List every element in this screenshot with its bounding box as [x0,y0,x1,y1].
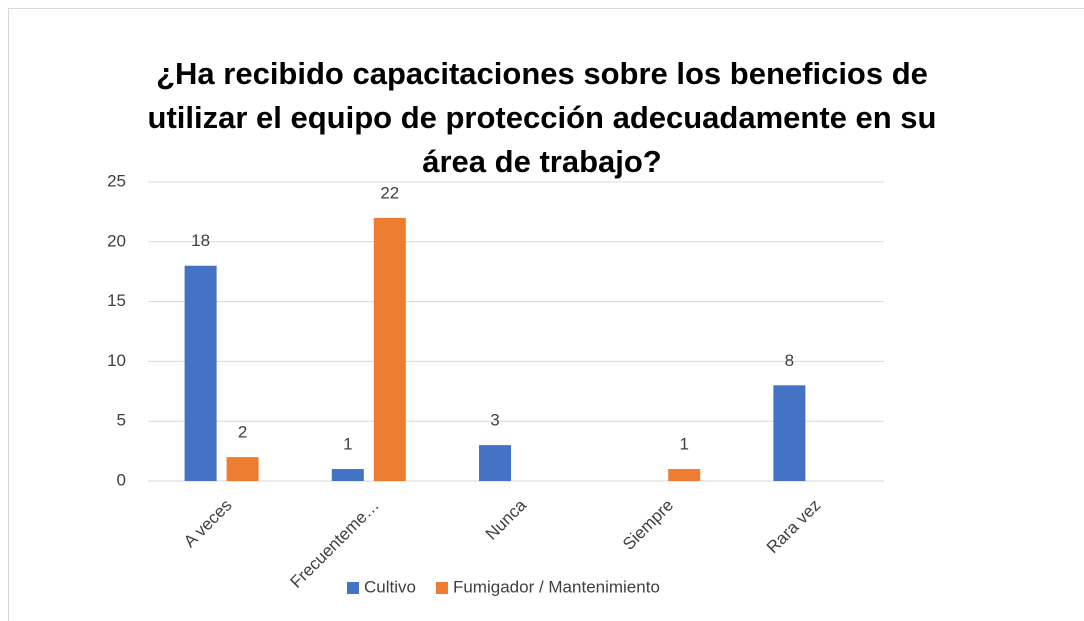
bar [226,457,259,481]
data-label: 2 [238,423,247,442]
bar [773,385,806,481]
chart-border [8,8,1084,621]
x-tick-label: A veces [180,496,236,552]
legend-label: Cultivo [364,577,416,596]
x-tick-label: Siempre [619,496,677,554]
bar [331,469,364,481]
y-tick-label: 20 [107,231,126,250]
data-label: 3 [490,411,499,430]
y-tick-label: 0 [117,470,126,489]
bar [668,469,701,481]
data-label: 1 [679,435,688,454]
x-tick-label: Nunca [482,495,531,544]
y-tick-label: 15 [107,291,126,310]
y-tick-label: 10 [107,351,126,370]
legend-label: Fumigador / Mantenimiento [453,577,660,596]
x-tick-label: Rara vez [763,496,825,558]
data-label: 18 [191,231,210,250]
legend-swatch [435,582,448,594]
data-label: 22 [380,183,399,202]
y-tick-label: 5 [117,411,126,430]
bar [373,217,406,481]
data-label: 1 [343,435,352,454]
bar [479,445,511,481]
data-label: 8 [785,351,794,370]
y-tick-label: 25 [107,171,126,190]
bar [184,265,217,481]
chart-title: ¿Ha recibido capacitaciones sobre los be… [147,56,937,179]
legend-swatch [347,582,359,594]
